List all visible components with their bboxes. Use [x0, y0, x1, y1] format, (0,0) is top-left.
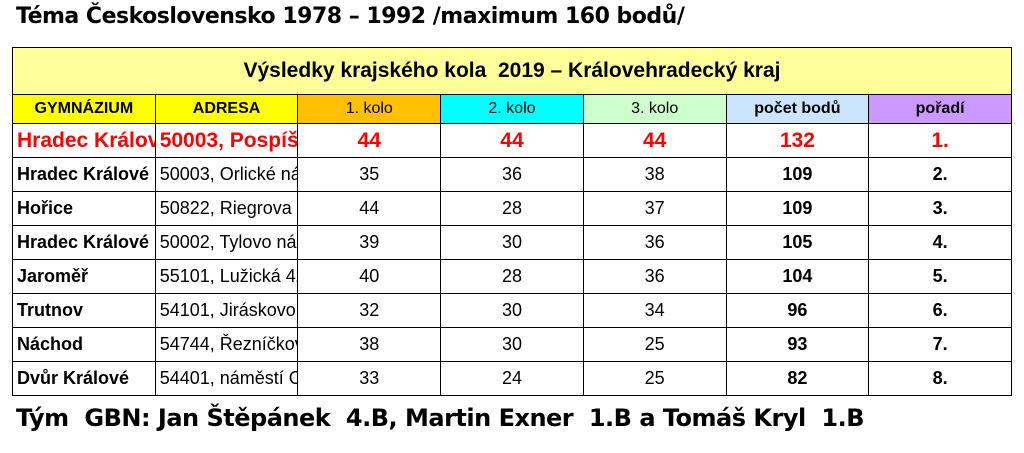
cell: 44 — [297, 123, 442, 158]
cell: 28 — [440, 259, 584, 294]
cell: 44 — [440, 123, 584, 158]
page-title: Téma Československo 1978 – 1992 /maximum… — [16, 4, 685, 29]
cell: 25 — [582, 327, 727, 362]
cell: 33 — [297, 361, 442, 396]
cell: 30 — [440, 225, 584, 260]
cell: 3. — [868, 191, 1012, 226]
column-header: GYMNÁZIUM — [12, 94, 156, 124]
cell: 50002, Tylovo nábřeží 682 — [154, 225, 299, 260]
cell: 37 — [582, 191, 727, 226]
cell: 7. — [868, 327, 1012, 362]
cell: 1. — [868, 123, 1012, 158]
cell: 104 — [725, 259, 870, 294]
cell: Jaroměř — [12, 259, 156, 294]
cell: 39 — [297, 225, 442, 260]
cell: 50822, Riegrova 1403 — [154, 191, 299, 226]
cell: 82 — [725, 361, 870, 396]
cell: Náchod — [12, 327, 156, 362]
cell: Dvůr Králové — [12, 361, 156, 396]
cell: 40 — [297, 259, 442, 294]
cell: 105 — [725, 225, 870, 260]
cell: Trutnov — [12, 293, 156, 328]
cell: 38 — [297, 327, 442, 362]
results-table: Výsledky krajského kola 2019 – Královehr… — [12, 47, 1012, 396]
cell: 132 — [725, 123, 870, 158]
cell: Hradec Králové — [12, 123, 156, 158]
cell: 36 — [582, 225, 727, 260]
column-header: počet bodů — [725, 94, 870, 124]
cell: 109 — [725, 157, 870, 192]
table-title-row: Výsledky krajského kola 2019 – Královehr… — [12, 47, 1012, 95]
cell: 54744, Řezníčkova 451 — [154, 327, 299, 362]
column-header: ADRESA — [154, 94, 299, 124]
cell: 35 — [297, 157, 442, 192]
cell: 28 — [440, 191, 584, 226]
cell: 96 — [725, 293, 870, 328]
column-header: 3. kolo — [582, 94, 727, 124]
column-header: 2. kolo — [440, 94, 584, 124]
team-note: Tým GBN: Jan Štěpánek 4.B, Martin Exner … — [16, 404, 865, 432]
cell: 6. — [868, 293, 1012, 328]
cell: 50003, Pospíšilova třída — [154, 123, 299, 158]
cell: 93 — [725, 327, 870, 362]
cell: Hradec Králové — [12, 157, 156, 192]
cell: 34 — [582, 293, 727, 328]
cell: 2. — [868, 157, 1012, 192]
column-header: 1. kolo — [297, 94, 442, 124]
cell: 30 — [440, 293, 584, 328]
cell: 5. — [868, 259, 1012, 294]
cell: Hradec Králové — [12, 225, 156, 260]
cell: 8. — [868, 361, 1012, 396]
cell: 38 — [582, 157, 727, 192]
cell: 109 — [725, 191, 870, 226]
cell: 24 — [440, 361, 584, 396]
header-row: GYMNÁZIUM ADRESA 1. kolo 2. kolo 3. kolo poče… — [12, 94, 1012, 124]
cell: Hořice — [12, 191, 156, 226]
cell: 30 — [440, 327, 584, 362]
table-title: Výsledky krajského kola 2019 – Královehr… — [12, 47, 1012, 95]
cell: 55101, Lužická 423 — [154, 259, 299, 294]
cell: 44 — [582, 123, 727, 158]
cell: 36 — [440, 157, 584, 192]
cell: 44 — [297, 191, 442, 226]
cell: 36 — [582, 259, 727, 294]
cell: 50003, Orlické nábřeží — [154, 157, 299, 192]
column-header: pořadí — [868, 94, 1012, 124]
cell: 54101, Jiráskovo náměstí — [154, 293, 299, 328]
cell: 54401, náměstí Odboje 304 — [154, 361, 299, 396]
cell: 4. — [868, 225, 1012, 260]
cell: 32 — [297, 293, 442, 328]
cell: 25 — [582, 361, 727, 396]
